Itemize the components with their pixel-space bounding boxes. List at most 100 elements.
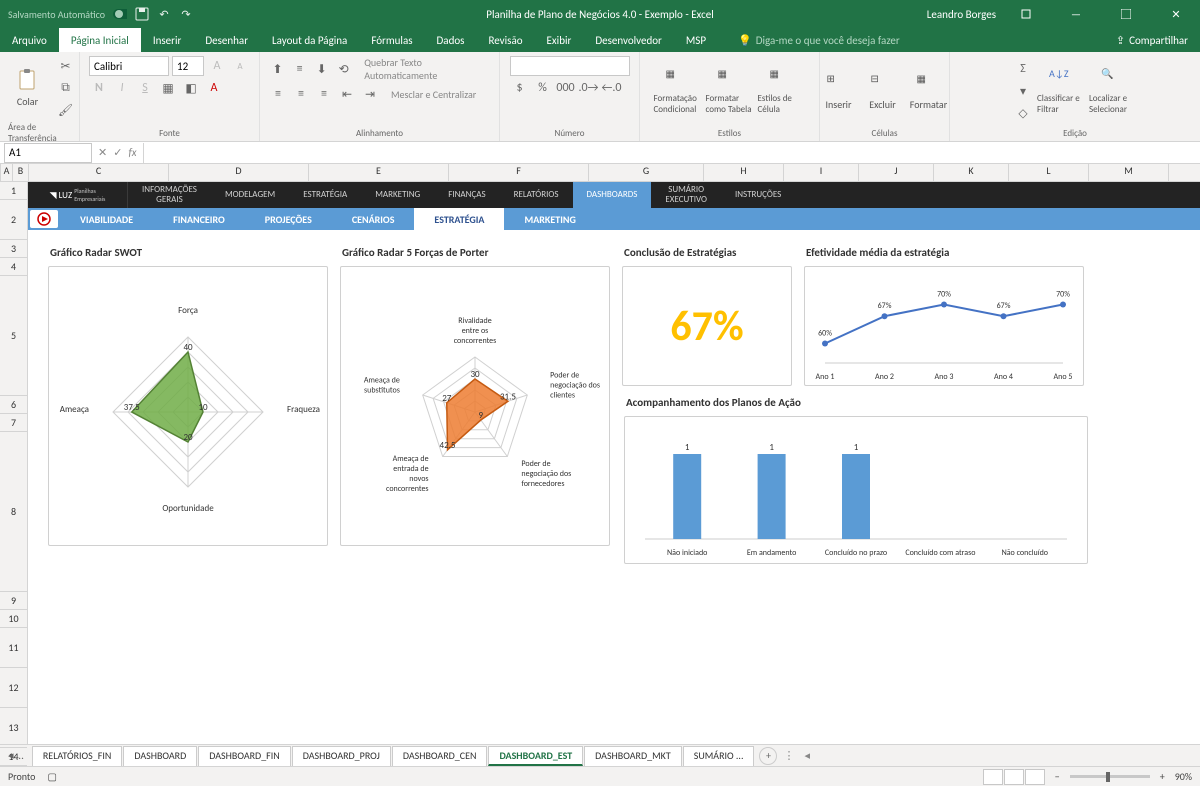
col-header-M[interactable]: M	[1089, 164, 1169, 181]
delete-cells-button[interactable]: ⊟Excluir	[863, 72, 903, 111]
sub-tab-estratégia[interactable]: ESTRATÉGIA	[414, 208, 504, 230]
font-color-icon[interactable]: A	[204, 78, 224, 98]
format-painter-icon[interactable]: 🖌	[56, 100, 76, 120]
save-icon[interactable]	[135, 7, 149, 21]
row-header-3[interactable]: 3	[0, 240, 27, 258]
autosave-toggle-icon[interactable]	[113, 7, 127, 21]
normal-view-icon[interactable]	[983, 769, 1003, 785]
row-header-11[interactable]: 11	[0, 628, 27, 668]
page-layout-view-icon[interactable]	[1004, 769, 1024, 785]
percent-icon[interactable]: %	[533, 78, 553, 98]
close-icon[interactable]: ✕	[1156, 0, 1196, 28]
row-header-12[interactable]: 12	[0, 668, 27, 708]
add-sheet-button[interactable]: +	[759, 747, 777, 765]
wrap-text-button[interactable]: Quebrar Texto Automaticamente	[364, 56, 491, 82]
maximize-icon[interactable]	[1106, 0, 1146, 28]
redo-icon[interactable]: ↷	[179, 7, 193, 21]
zoom-level[interactable]: 90%	[1175, 770, 1192, 783]
col-header-J[interactable]: J	[859, 164, 934, 181]
align-bottom-icon[interactable]: ⬇	[312, 59, 331, 79]
dash-tab-5[interactable]: RELATÓRIOS	[500, 182, 573, 208]
sheet-tab-7[interactable]: SUMÁRIO ...	[683, 746, 755, 766]
ribbon-tab-desenhar[interactable]: Desenhar	[193, 28, 260, 52]
sort-filter-button[interactable]: A↓ZClassificar e Filtrar	[1037, 67, 1085, 115]
clear-icon[interactable]: ◇	[1013, 103, 1033, 123]
file-tab[interactable]: Arquivo	[0, 28, 59, 52]
ribbon-tab-msp[interactable]: MSP	[674, 28, 718, 52]
align-middle-icon[interactable]: ≡	[290, 59, 309, 79]
fx-icon[interactable]: fx	[128, 146, 136, 159]
zoom-in-icon[interactable]: +	[1160, 770, 1165, 783]
sub-tab-viabilidade[interactable]: VIABILIDADE	[60, 208, 153, 230]
indent-dec-icon[interactable]: ⇤	[337, 84, 357, 104]
row-header-2[interactable]: 2	[0, 200, 27, 240]
col-header-F[interactable]: F	[449, 164, 589, 181]
ribbon-tab-revisão[interactable]: Revisão	[476, 28, 534, 52]
row-header-13[interactable]: 13	[0, 708, 27, 748]
align-right-icon[interactable]: ≡	[314, 84, 334, 104]
autosum-icon[interactable]: Σ	[1013, 59, 1033, 79]
sheet-nav-last-icon[interactable]: ◂	[804, 749, 810, 762]
sheet-body[interactable]: ◥ LUZ PlanilhasEmpresariais INFORMAÇÕESG…	[28, 182, 1200, 744]
find-select-button[interactable]: 🔍Localizar e Selecionar	[1089, 67, 1137, 115]
page-break-view-icon[interactable]	[1025, 769, 1045, 785]
cut-icon[interactable]: ✂	[56, 56, 76, 76]
col-header-I[interactable]: I	[784, 164, 859, 181]
dash-tab-1[interactable]: MODELAGEM	[211, 182, 289, 208]
row-header-4[interactable]: 4	[0, 258, 27, 276]
sheet-tab-6[interactable]: DASHBOARD_MKT	[584, 746, 682, 766]
decrease-decimal-icon[interactable]: ←.0	[602, 78, 622, 98]
ribbon-tab-layout-da-página[interactable]: Layout da Página	[260, 28, 359, 52]
macro-record-icon[interactable]: ▢	[47, 770, 56, 783]
copy-icon[interactable]: ⧉	[56, 78, 76, 98]
increase-decimal-icon[interactable]: .0→	[579, 78, 599, 98]
formula-bar[interactable]	[143, 143, 1200, 163]
ribbon-tab-dados[interactable]: Dados	[425, 28, 477, 52]
ribbon-display-icon[interactable]	[1006, 0, 1046, 28]
col-header-G[interactable]: G	[589, 164, 704, 181]
paste-button[interactable]: Colar	[4, 69, 52, 108]
italic-button[interactable]: I	[112, 78, 132, 98]
cell-styles-button[interactable]: ▦Estilos de Célula	[758, 67, 806, 115]
sheet-tab-2[interactable]: DASHBOARD_FIN	[198, 746, 290, 766]
sub-tab-financeiro[interactable]: FINANCEIRO	[153, 208, 245, 230]
comma-icon[interactable]: 000	[556, 78, 576, 98]
col-header-A[interactable]: A	[1, 164, 13, 181]
row-header-9[interactable]: 9	[0, 592, 27, 610]
dash-tab-7[interactable]: SUMÁRIOEXECUTIVO	[651, 182, 721, 208]
tell-me-search[interactable]: 💡 Diga-me o que você deseja fazer	[738, 28, 900, 52]
minimize-icon[interactable]: —	[1056, 0, 1096, 28]
border-icon[interactable]: ▦	[158, 78, 178, 98]
sheet-nav-more[interactable]: ...	[16, 749, 24, 762]
col-header-E[interactable]: E	[309, 164, 449, 181]
dash-tab-0[interactable]: INFORMAÇÕESGERAIS	[128, 182, 211, 208]
row-header-7[interactable]: 7	[0, 414, 27, 432]
dash-tab-3[interactable]: MARKETING	[361, 182, 434, 208]
font-name-select[interactable]	[89, 56, 169, 76]
bold-button[interactable]: N	[89, 78, 109, 98]
col-header-H[interactable]: H	[704, 164, 784, 181]
row-header-1[interactable]: 1	[0, 182, 27, 200]
row-header-8[interactable]: 8	[0, 432, 27, 592]
sheet-nav-options-icon[interactable]: ⋮	[783, 749, 794, 762]
share-button[interactable]: ⇪ Compartilhar	[1104, 28, 1200, 52]
col-header-L[interactable]: L	[1009, 164, 1089, 181]
dash-tab-2[interactable]: ESTRATÉGIA	[289, 182, 361, 208]
dash-tab-8[interactable]: INSTRUÇÕES	[721, 182, 795, 208]
orientation-icon[interactable]: ⟲	[334, 59, 353, 79]
insert-cells-button[interactable]: ⊞Inserir	[819, 72, 859, 111]
underline-button[interactable]: S	[135, 78, 155, 98]
video-icon[interactable]	[30, 210, 58, 228]
enter-formula-icon[interactable]: ✓	[113, 146, 122, 159]
format-cells-button[interactable]: ▦Formatar	[907, 72, 951, 111]
cancel-formula-icon[interactable]: ✕	[98, 146, 107, 159]
sub-tab-projeções[interactable]: PROJEÇÕES	[245, 208, 332, 230]
number-format-select[interactable]	[510, 56, 630, 76]
currency-icon[interactable]: $	[510, 78, 530, 98]
col-header-D[interactable]: D	[169, 164, 309, 181]
row-header-5[interactable]: 5	[0, 276, 27, 396]
zoom-out-icon[interactable]: −	[1055, 770, 1060, 783]
row-header-6[interactable]: 6	[0, 396, 27, 414]
align-left-icon[interactable]: ≡	[268, 84, 288, 104]
sheet-nav-first-icon[interactable]: ◂	[8, 749, 14, 762]
